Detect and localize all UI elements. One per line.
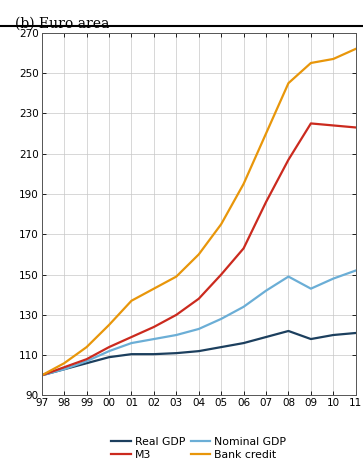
Bank credit — [152, 286, 156, 292]
Line: Nominal GDP: Nominal GDP — [42, 271, 356, 375]
M3 — [85, 357, 89, 362]
Nominal GDP — [107, 348, 111, 354]
Real GDP — [286, 328, 291, 334]
M3 — [264, 199, 268, 205]
Bank credit — [85, 344, 89, 350]
Real GDP — [40, 373, 44, 378]
Text: (b) Euro area: (b) Euro area — [15, 16, 109, 30]
M3 — [107, 344, 111, 350]
M3 — [62, 365, 66, 370]
Nominal GDP — [309, 286, 313, 292]
Real GDP — [174, 351, 179, 356]
M3 — [309, 121, 313, 126]
Real GDP — [62, 366, 66, 372]
Bank credit — [309, 60, 313, 66]
Nominal GDP — [62, 366, 66, 372]
Nominal GDP — [241, 304, 246, 310]
Bank credit — [40, 373, 44, 378]
Legend: Real GDP, M3, Nominal GDP, Bank credit: Real GDP, M3, Nominal GDP, Bank credit — [111, 437, 286, 460]
Line: M3: M3 — [42, 124, 356, 375]
Real GDP — [264, 334, 268, 340]
M3 — [152, 324, 156, 330]
M3 — [286, 157, 291, 162]
Nominal GDP — [219, 316, 223, 322]
Nominal GDP — [331, 276, 335, 281]
Line: Bank credit: Bank credit — [42, 49, 356, 375]
M3 — [40, 373, 44, 378]
Bank credit — [354, 46, 358, 51]
Bank credit — [286, 80, 291, 86]
Real GDP — [241, 340, 246, 346]
Bank credit — [107, 322, 111, 328]
Real GDP — [85, 360, 89, 366]
Nominal GDP — [264, 288, 268, 293]
Nominal GDP — [286, 274, 291, 279]
Bank credit — [331, 56, 335, 62]
M3 — [241, 246, 246, 251]
M3 — [331, 123, 335, 128]
Nominal GDP — [174, 332, 179, 338]
Real GDP — [354, 330, 358, 336]
Line: Real GDP: Real GDP — [42, 331, 356, 375]
Real GDP — [331, 332, 335, 338]
Real GDP — [309, 336, 313, 342]
Real GDP — [129, 351, 134, 357]
Nominal GDP — [354, 268, 358, 273]
Real GDP — [152, 351, 156, 357]
Bank credit — [62, 360, 66, 366]
Real GDP — [197, 348, 201, 354]
Bank credit — [197, 252, 201, 257]
M3 — [219, 272, 223, 278]
Real GDP — [219, 344, 223, 350]
M3 — [174, 312, 179, 318]
Nominal GDP — [40, 373, 44, 378]
Nominal GDP — [85, 358, 89, 364]
Bank credit — [241, 181, 246, 187]
Bank credit — [174, 274, 179, 279]
M3 — [197, 296, 201, 301]
Real GDP — [107, 354, 111, 360]
Nominal GDP — [197, 326, 201, 332]
Bank credit — [264, 131, 268, 136]
Bank credit — [219, 221, 223, 227]
M3 — [129, 334, 134, 340]
Bank credit — [129, 298, 134, 304]
Nominal GDP — [129, 340, 134, 346]
Nominal GDP — [152, 336, 156, 342]
M3 — [354, 124, 358, 130]
